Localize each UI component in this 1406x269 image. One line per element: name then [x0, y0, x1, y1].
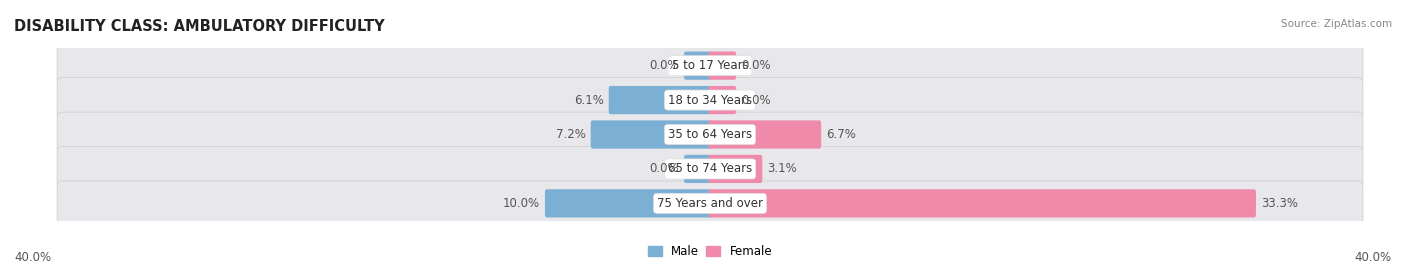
Text: 5 to 17 Years: 5 to 17 Years [672, 59, 748, 72]
Text: 35 to 64 Years: 35 to 64 Years [668, 128, 752, 141]
FancyBboxPatch shape [683, 52, 711, 80]
Legend: Male, Female: Male, Female [643, 240, 778, 263]
Text: 0.0%: 0.0% [741, 94, 770, 107]
Text: 6.1%: 6.1% [574, 94, 603, 107]
Text: 18 to 34 Years: 18 to 34 Years [668, 94, 752, 107]
FancyBboxPatch shape [709, 121, 821, 148]
Text: 75 Years and over: 75 Years and over [657, 197, 763, 210]
Text: 40.0%: 40.0% [1355, 251, 1392, 264]
FancyBboxPatch shape [58, 112, 1362, 157]
FancyBboxPatch shape [709, 52, 737, 80]
FancyBboxPatch shape [709, 86, 737, 114]
Text: 0.0%: 0.0% [650, 59, 679, 72]
Text: 7.2%: 7.2% [555, 128, 586, 141]
Text: 6.7%: 6.7% [827, 128, 856, 141]
FancyBboxPatch shape [683, 155, 711, 183]
Text: DISABILITY CLASS: AMBULATORY DIFFICULTY: DISABILITY CLASS: AMBULATORY DIFFICULTY [14, 19, 385, 34]
Text: 40.0%: 40.0% [14, 251, 51, 264]
FancyBboxPatch shape [609, 86, 711, 114]
FancyBboxPatch shape [58, 147, 1362, 191]
FancyBboxPatch shape [709, 155, 762, 183]
FancyBboxPatch shape [58, 181, 1362, 226]
FancyBboxPatch shape [546, 189, 711, 217]
Text: 33.3%: 33.3% [1261, 197, 1298, 210]
FancyBboxPatch shape [58, 43, 1362, 88]
Text: 65 to 74 Years: 65 to 74 Years [668, 162, 752, 175]
Text: 10.0%: 10.0% [503, 197, 540, 210]
Text: 0.0%: 0.0% [741, 59, 770, 72]
Text: Source: ZipAtlas.com: Source: ZipAtlas.com [1281, 19, 1392, 29]
Text: 0.0%: 0.0% [650, 162, 679, 175]
FancyBboxPatch shape [591, 121, 711, 148]
FancyBboxPatch shape [58, 78, 1362, 122]
FancyBboxPatch shape [709, 189, 1256, 217]
Text: 3.1%: 3.1% [768, 162, 797, 175]
